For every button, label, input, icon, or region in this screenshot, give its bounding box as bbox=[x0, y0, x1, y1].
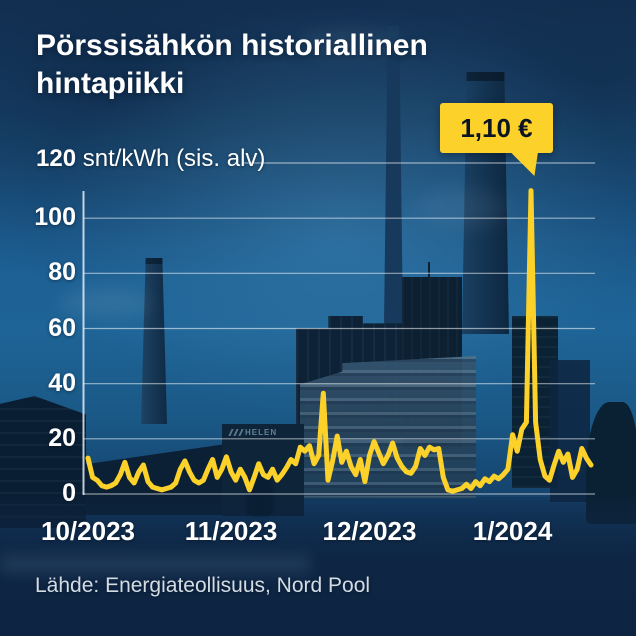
y-tick-label: 0 bbox=[62, 479, 76, 507]
y-axis-max-value: 120 bbox=[36, 145, 77, 172]
y-tick-label: 80 bbox=[48, 258, 76, 287]
chimney-silhouette bbox=[141, 258, 167, 424]
antenna-silhouette bbox=[428, 262, 430, 278]
page-title: Pörssisähkön historiallinen hintapiikki bbox=[36, 29, 428, 100]
chimney-silhouette bbox=[384, 26, 403, 326]
y-tick-label: 40 bbox=[48, 368, 76, 397]
smoke bbox=[418, 188, 508, 228]
y-axis-unit-label: 120 snt/kWh (sis. alv) bbox=[36, 145, 265, 173]
smoke bbox=[300, 30, 400, 56]
smoke bbox=[60, 288, 150, 318]
y-tick-label: 60 bbox=[48, 313, 76, 342]
y-tick-label: 20 bbox=[48, 423, 76, 452]
x-tick-label: 11/2023 bbox=[184, 516, 278, 546]
y-axis-unit: snt/kWh (sis. alv) bbox=[76, 145, 266, 172]
y-tick-label: 100 bbox=[34, 203, 76, 232]
price-line bbox=[85, 188, 594, 494]
price-callout-value: 1,10 € bbox=[460, 112, 533, 143]
foreground-shadow bbox=[0, 497, 636, 636]
x-tick-label: 12/2023 bbox=[322, 516, 417, 546]
source-attribution: Lähde: Energiateollisuus, Nord Pool bbox=[35, 574, 371, 597]
price-callout: 1,10 € bbox=[440, 103, 553, 153]
x-tick-label: 1/2024 bbox=[472, 516, 553, 546]
helen-logo: HELEN bbox=[228, 428, 277, 437]
light-streak bbox=[0, 554, 310, 574]
x-tick-label: 10/2023 bbox=[41, 516, 135, 546]
